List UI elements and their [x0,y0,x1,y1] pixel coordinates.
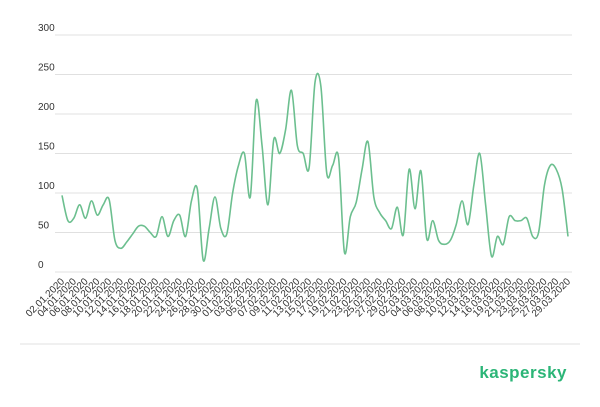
y-tick-label: 200 [38,102,55,113]
logo: kaspersky [479,363,567,382]
y-tick-label: 250 [38,63,55,74]
y-tick-label: 100 [38,181,55,192]
y-tick-label: 50 [38,221,50,232]
line [61,72,569,262]
y-tick-label: 0 [38,260,44,271]
y-tick-label: 300 [38,23,55,34]
y-tick-label: 150 [38,142,55,153]
